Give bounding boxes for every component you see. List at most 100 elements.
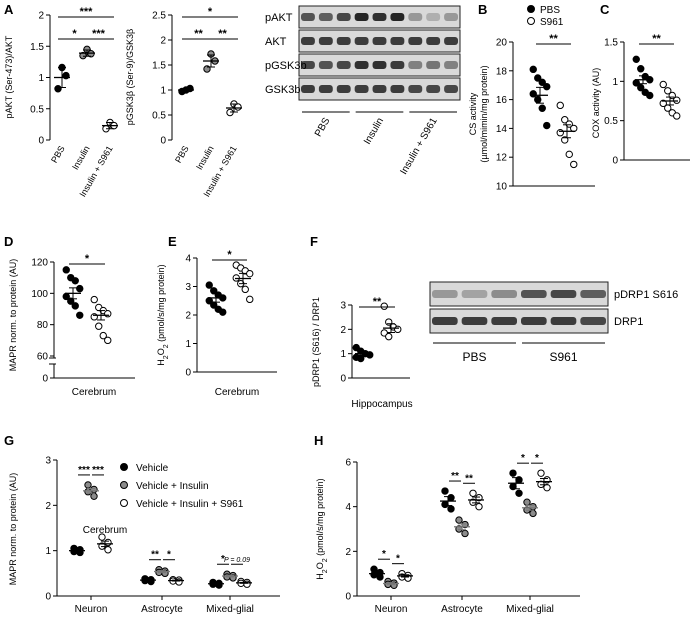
data-point [394, 325, 402, 334]
blot-band [318, 61, 333, 69]
blot-band [408, 37, 423, 45]
blot-band [426, 13, 441, 21]
data-point [529, 90, 537, 98]
blot-band [354, 13, 369, 21]
y-tick-label: 1.5 [30, 42, 44, 53]
chart-A2: 0 0.5 1 1.5 2 2.5 pGSK3β (Ser-9)/GSK3β PBS Insul… [125, 6, 242, 199]
blot-band [444, 37, 458, 45]
data-point [632, 55, 640, 64]
y-axis-label: pGSK3β (Ser-9)/GSK3β [125, 29, 135, 125]
data-point [90, 492, 98, 500]
y-tick-label: 1 [340, 349, 346, 360]
y-tick-label: 0 [38, 136, 44, 147]
data-point [565, 150, 573, 159]
blot-band [354, 61, 369, 69]
y-tick-label: 0 [45, 592, 51, 603]
blot-band [318, 13, 333, 21]
blot-band [432, 290, 458, 298]
y-tick-label: 0.5 [604, 116, 618, 127]
y-tick-label: 1.5 [604, 38, 618, 49]
significance-label: P = 0.09 [224, 557, 250, 564]
legend-label: S961 [540, 17, 564, 28]
y-tick-label: 2 [160, 36, 166, 47]
significance-label: ** [652, 33, 661, 45]
x-tick-label: Mixed-glial [206, 604, 254, 615]
blot-band [372, 13, 387, 21]
y-tick-label: 4 [185, 254, 191, 265]
y-tick-label: 1.5 [152, 61, 166, 72]
x-axis-label: Cerebrum [72, 387, 116, 398]
significance-label: *** [78, 465, 90, 476]
y-tick-label: 3 [185, 282, 191, 293]
significance-label: *** [92, 465, 104, 476]
blot-group-label: S961 [549, 350, 577, 364]
y-axis-label: MAPR norm. to protein (AU) [8, 259, 18, 372]
blot-band [336, 61, 351, 69]
data-point [659, 99, 667, 108]
data-point [637, 65, 645, 73]
y-tick-label: 80 [37, 320, 49, 331]
legend-marker [120, 499, 128, 507]
data-point [664, 87, 672, 95]
y-tick-label: 60 [37, 352, 49, 363]
data-point [385, 332, 393, 341]
data-point [370, 571, 378, 579]
y-tick-label: 2 [340, 325, 346, 336]
data-point [104, 546, 112, 554]
y-tick-label: 1 [160, 86, 166, 97]
blot-band [408, 13, 423, 21]
x-axis-label: Hippocampus [351, 399, 412, 410]
blot-band [426, 61, 441, 69]
blot-row-label: DRP1 [614, 316, 643, 328]
x-tick-label: PBS [173, 144, 191, 165]
x-tick-label: Neuron [75, 604, 108, 615]
significance-label: * [227, 249, 232, 261]
blot-band [426, 85, 441, 93]
data-point [529, 65, 537, 74]
significance-label: ** [218, 28, 227, 40]
data-point [95, 322, 103, 330]
data-point [54, 85, 62, 93]
panel-label-A: A [4, 2, 14, 17]
data-point [90, 313, 98, 321]
y-tick-label: 100 [31, 289, 48, 300]
y-tick-label: 0.5 [30, 104, 44, 115]
data-point [205, 281, 213, 289]
x-tick-label: Insulin [194, 144, 216, 172]
panel-label-G: G [4, 433, 14, 448]
panel-label-D: D [4, 234, 13, 249]
data-point [543, 483, 551, 492]
data-point [104, 310, 112, 318]
blot-band [336, 37, 351, 45]
data-point [357, 354, 365, 363]
data-point [447, 505, 455, 513]
blot-band [444, 13, 458, 21]
data-point [62, 266, 70, 274]
significance-label: * [382, 549, 386, 560]
western-blot-top: pAKT AKT pGSK3b GSK3b PBS Insulin Insulin + S9… [265, 5, 461, 177]
western-blot-f: pDRP1 S616 DRP1 PBS S961 [429, 281, 678, 364]
data-point [104, 336, 112, 345]
data-point [98, 533, 106, 541]
blot-row-label: GSK3b [265, 84, 300, 96]
data-point [104, 538, 112, 547]
data-point [79, 51, 87, 60]
chart-C: 0 0.5 1 1.5 COX activity (AU) ** [591, 33, 690, 167]
y-tick-label: 0 [612, 156, 618, 167]
blot-row-label: AKT [265, 36, 287, 48]
blot-band [408, 85, 423, 93]
data-point [380, 302, 388, 310]
y-tick-label: 1 [185, 339, 191, 350]
significance-label: ** [465, 473, 473, 484]
panel-label-C: C [600, 2, 610, 17]
data-point [246, 295, 254, 304]
data-point [673, 96, 681, 104]
y-axis-label: CS activity(µmol/mimin/mg protein) [468, 65, 489, 162]
blot-band [408, 61, 423, 69]
blot-band [461, 290, 488, 298]
x-tick-label: Astrocyte [441, 604, 483, 615]
data-point [673, 112, 681, 120]
blot-band [491, 317, 517, 325]
blot-band [336, 85, 351, 93]
